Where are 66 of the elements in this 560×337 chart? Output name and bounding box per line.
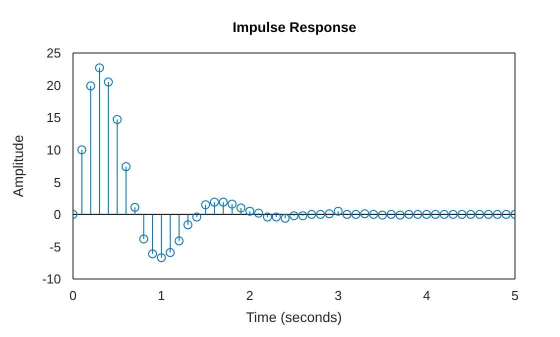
x-tick-label: 4	[422, 288, 430, 304]
point	[192, 212, 202, 222]
point	[369, 210, 378, 219]
y-tick-label: -10	[42, 272, 61, 287]
point	[139, 234, 148, 244]
point	[262, 212, 272, 222]
point	[298, 211, 308, 220]
point	[245, 206, 254, 216]
point	[413, 210, 422, 219]
point	[218, 198, 228, 207]
x-tick-label: 0	[69, 288, 77, 304]
point	[236, 203, 246, 212]
point	[475, 210, 484, 219]
point	[430, 210, 440, 219]
point	[166, 248, 175, 258]
point	[448, 210, 458, 219]
point	[386, 210, 396, 219]
x-tick-label: 2	[246, 288, 254, 304]
y-tick-label: 0	[54, 207, 61, 222]
point	[183, 220, 192, 230]
point	[307, 210, 316, 219]
x-tick-label: 1	[158, 288, 166, 304]
chart-title: Impulse Response	[232, 19, 357, 35]
y-tick-label: 5	[54, 174, 61, 190]
point	[77, 145, 86, 154]
x-axis-title: Time (seconds)	[246, 309, 342, 325]
point	[324, 209, 334, 218]
y-tick-label: 10	[46, 142, 61, 158]
y-axis-title: Amplitude	[10, 134, 26, 198]
point	[280, 214, 290, 223]
point	[174, 236, 184, 246]
point	[404, 210, 414, 219]
point	[104, 78, 113, 87]
point	[130, 202, 140, 212]
point	[466, 210, 476, 219]
point	[86, 81, 96, 90]
point	[342, 210, 352, 219]
point	[254, 208, 264, 218]
point	[360, 209, 370, 218]
point	[457, 210, 466, 219]
point	[201, 200, 210, 210]
point	[272, 212, 281, 222]
point	[378, 210, 387, 220]
point	[210, 198, 219, 207]
y-tick-label: 25	[46, 46, 61, 61]
point	[112, 115, 122, 124]
y-tick-label: -5	[49, 239, 61, 254]
point	[228, 200, 237, 209]
point	[316, 210, 326, 219]
point	[396, 210, 405, 220]
point	[440, 210, 449, 219]
point	[351, 210, 360, 219]
point	[502, 210, 511, 219]
point	[290, 211, 298, 220]
point	[122, 162, 131, 172]
point	[95, 63, 104, 72]
x-tick-label: 3	[334, 288, 342, 304]
point	[492, 210, 502, 219]
y-tick-label: 20	[46, 78, 61, 93]
point	[156, 253, 166, 262]
x-tick-label: 5	[511, 288, 519, 304]
y-tick-label: 15	[46, 110, 61, 126]
point	[334, 206, 343, 216]
point	[484, 210, 493, 219]
point	[148, 249, 158, 258]
point	[422, 210, 432, 219]
